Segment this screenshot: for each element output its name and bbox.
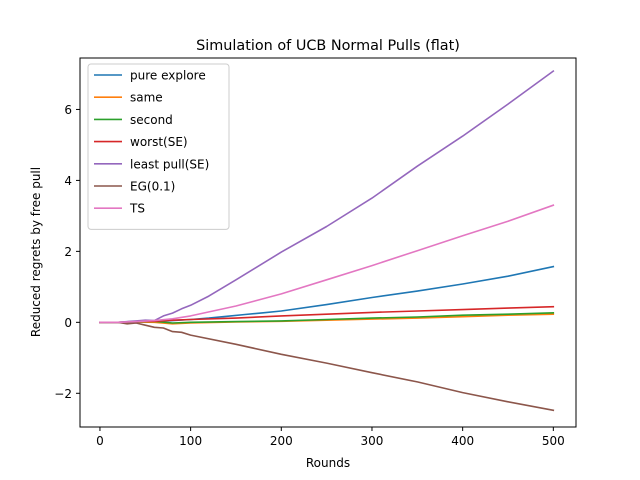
x-tick-label: 0 (96, 434, 104, 448)
series-line-least-pull-se (99, 69, 555, 324)
y-tick-label: −2 (54, 387, 72, 401)
x-tick-label: 400 (451, 434, 474, 448)
x-tick-label: 100 (179, 434, 202, 448)
legend-label: same (130, 91, 163, 105)
axes-frame (79, 57, 577, 428)
y-tick-label: 0 (64, 316, 72, 330)
x-tick-label: 200 (270, 434, 293, 448)
y-tick-label: 6 (64, 103, 72, 117)
legend-label: second (130, 113, 173, 127)
y-tick-label: 4 (64, 174, 72, 188)
chart-title: Simulation of UCB Normal Pulls (flat) (196, 38, 460, 54)
legend-label: least pull(SE) (130, 157, 209, 171)
plot-area (99, 69, 555, 412)
legend: pure explore same second worst(SE) least pul… (87, 63, 230, 230)
y-tick-label: 2 (64, 245, 72, 259)
legend-label: worst(SE) (130, 135, 188, 149)
series-line-eg-0-1 (99, 321, 555, 412)
x-axis-label: Rounds (306, 456, 350, 470)
y-axis-label: Reduced regrets by free pull (29, 167, 43, 337)
x-tick-label: 300 (361, 434, 384, 448)
series-line-ts (99, 204, 555, 324)
legend-box (87, 63, 230, 230)
legend-label: EG(0.1) (130, 180, 175, 194)
axis-ticks: 0 100 200 300 400 500 −2 0 2 4 6 (54, 103, 564, 448)
x-tick-label: 500 (542, 434, 565, 448)
legend-label: TS (129, 202, 145, 216)
legend-label: pure explore (130, 69, 206, 83)
